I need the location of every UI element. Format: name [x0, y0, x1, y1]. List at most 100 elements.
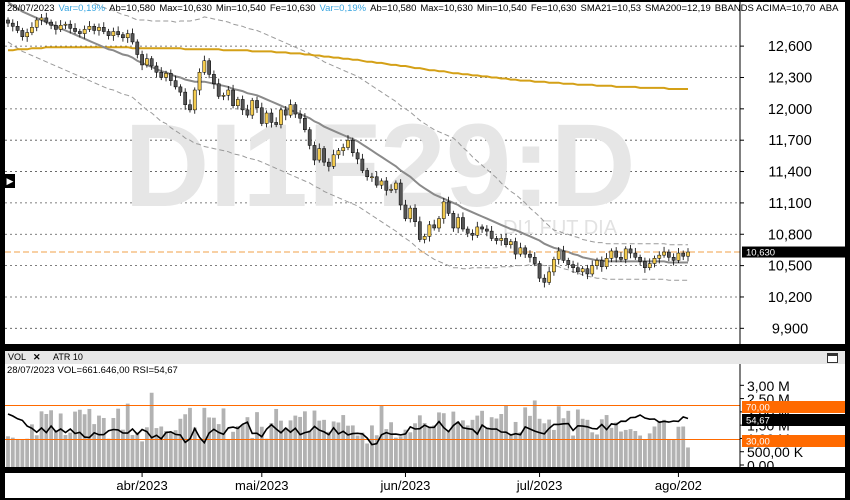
- candle-up: [394, 182, 398, 190]
- volume-bar: [537, 418, 542, 467]
- volume-bar: [523, 407, 528, 467]
- candle-up: [250, 100, 255, 116]
- candle-down: [633, 252, 638, 258]
- volume-bar: [34, 435, 39, 467]
- volume-bar: [331, 421, 336, 467]
- candle-up: [111, 31, 116, 36]
- status-sma200: SMA200=12,19: [645, 3, 711, 14]
- candle-down: [432, 224, 437, 229]
- candle-up: [389, 189, 393, 191]
- candle-up: [595, 260, 599, 266]
- status-fe-2: Fe=10,630: [530, 3, 577, 14]
- chevron-right-icon[interactable]: ▶: [5, 174, 15, 188]
- volume-bar: [298, 416, 303, 467]
- volume-bar: [207, 417, 212, 467]
- candle-down: [178, 86, 183, 93]
- volume-bar: [240, 424, 245, 467]
- candle-up: [647, 263, 652, 268]
- price-chart-panel[interactable]: DI1F29:D DI1 FUT DIA 12,600 12,300 12,000 1…: [5, 2, 845, 344]
- volume-bar: [518, 432, 523, 467]
- volume-bar: [30, 424, 34, 467]
- volume-bar: [504, 405, 508, 467]
- candle-down: [451, 213, 456, 229]
- candle-down: [465, 228, 470, 234]
- candle-down: [566, 260, 571, 265]
- volume-bars: [6, 392, 690, 467]
- volume-bar: [250, 437, 255, 467]
- status-min-2: Min=10,540: [476, 3, 527, 14]
- volume-bar: [307, 430, 312, 467]
- volume-bar: [465, 425, 470, 467]
- candle-down: [489, 230, 494, 239]
- price-axis-label: 11,700: [768, 133, 811, 149]
- candle-up: [58, 24, 63, 30]
- volume-bar: [595, 434, 599, 467]
- volume-bar: [422, 423, 427, 467]
- candle-up: [422, 236, 427, 240]
- volume-bar: [293, 415, 298, 467]
- price-chart-svg[interactable]: DI1F29:D DI1 FUT DIA 12,60012,30012,0001…: [5, 2, 845, 344]
- candle-down: [149, 58, 154, 67]
- volume-bar: [441, 413, 446, 467]
- candle-down: [398, 182, 403, 206]
- volume-bar: [322, 419, 326, 467]
- volume-bar: [259, 426, 264, 467]
- candle-down: [116, 31, 120, 35]
- volume-bar: [681, 426, 686, 467]
- level-30-tag: 30,00: [746, 437, 770, 448]
- candle-down: [417, 221, 422, 240]
- volume-bar: [360, 432, 365, 467]
- volume-bar: [197, 439, 202, 467]
- volume-bar: [116, 408, 121, 467]
- last-price-tag-bg: [742, 246, 845, 258]
- status-fe: Fe=10,630: [269, 3, 316, 14]
- candle-down: [542, 277, 547, 283]
- volume-bar: [164, 431, 168, 467]
- price-axis-label: 12,300: [768, 70, 812, 86]
- candle-down: [374, 176, 379, 186]
- candle-up: [331, 154, 336, 167]
- candle-down: [10, 22, 15, 27]
- candle-up: [197, 72, 202, 91]
- candle-down: [403, 204, 408, 219]
- volume-bar: [312, 410, 317, 467]
- volume-bar: [638, 435, 643, 467]
- candle-down: [537, 263, 542, 279]
- volume-bar: [53, 430, 58, 467]
- candle-down: [485, 228, 489, 232]
- candle-down: [68, 23, 73, 29]
- volume-bar: [552, 429, 556, 467]
- candle-down: [140, 54, 144, 66]
- candle-down: [446, 201, 451, 214]
- volume-bar: [484, 427, 489, 467]
- candle-up: [317, 148, 322, 161]
- maximize-icon[interactable]: [827, 353, 838, 363]
- candle-up: [226, 89, 231, 96]
- price-y-axis: 12,600 12,300 12,000 11,700 11,400 11,100 10,8…: [739, 2, 812, 344]
- volume-bar: [571, 435, 575, 467]
- volume-bar: [542, 423, 547, 467]
- candle-down: [101, 27, 106, 32]
- volume-bar: [135, 432, 140, 467]
- volume-bar: [643, 439, 647, 467]
- price-axis-label: 12,000: [768, 102, 812, 118]
- candle-up: [518, 247, 523, 255]
- candle-up: [657, 254, 662, 259]
- volume-bar: [283, 427, 288, 467]
- price-status-line: 28/07/2023 Var=0,19% Ab=10,580 Max=10,630 Mi…: [7, 3, 842, 14]
- volume-bar: [657, 420, 662, 467]
- volume-bar: [417, 415, 422, 467]
- candle-down: [77, 31, 82, 34]
- volume-bar: [556, 406, 561, 467]
- close-icon[interactable]: ✕: [33, 352, 41, 362]
- date-axis-label: abr/2023: [116, 478, 167, 493]
- volume-bar: [183, 414, 188, 467]
- tab-vol[interactable]: VOL: [8, 352, 27, 362]
- candle-down: [188, 104, 192, 111]
- volume-bar: [77, 409, 82, 467]
- tab-atr-10[interactable]: ATR 10: [53, 352, 83, 362]
- volume-bar: [413, 423, 417, 467]
- volume-bar: [456, 421, 461, 467]
